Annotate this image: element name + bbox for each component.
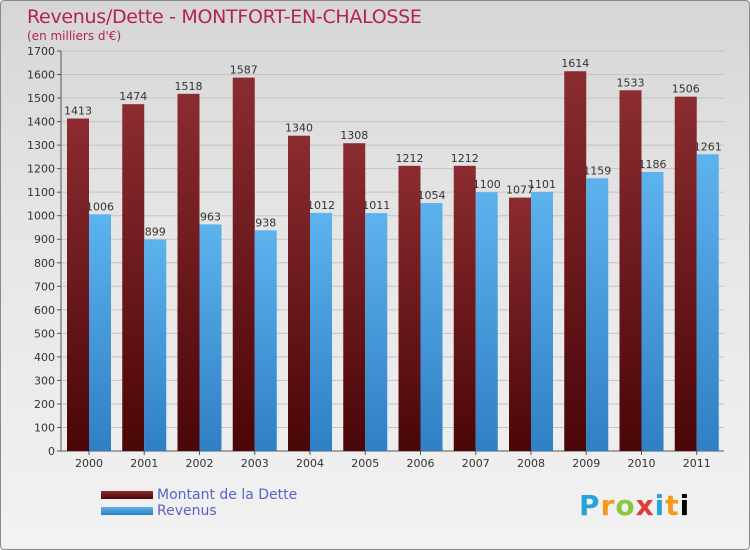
bar-dette bbox=[453, 165, 476, 451]
y-tick-label: 1300 bbox=[27, 139, 55, 152]
legend-swatch-dette bbox=[101, 491, 153, 499]
data-label: 1012 bbox=[307, 199, 335, 212]
x-tick-label: 2005 bbox=[351, 457, 379, 470]
bar-revenus bbox=[89, 214, 111, 451]
logo-letter: i bbox=[654, 489, 666, 522]
data-label: 1006 bbox=[86, 200, 114, 213]
y-tick-label: 700 bbox=[34, 280, 55, 293]
bar-revenus bbox=[586, 178, 609, 451]
bar-revenus bbox=[199, 224, 222, 451]
logo-letter: P bbox=[579, 489, 601, 522]
logo-letter: t bbox=[665, 489, 680, 522]
bar-dette bbox=[288, 135, 310, 452]
y-tick-label: 800 bbox=[34, 257, 55, 270]
bar-revenus bbox=[365, 213, 388, 451]
data-label: 1340 bbox=[285, 122, 313, 135]
logo-letter: r bbox=[600, 489, 616, 522]
data-label: 1054 bbox=[418, 189, 446, 202]
y-tick-label: 1200 bbox=[27, 163, 55, 176]
data-label: 1518 bbox=[175, 80, 203, 93]
bar-revenus bbox=[475, 192, 498, 452]
bar-revenus bbox=[310, 212, 332, 451]
data-label: 1077 bbox=[506, 184, 534, 197]
bar-dette bbox=[67, 118, 89, 451]
y-tick-label: 900 bbox=[34, 233, 55, 246]
data-label: 1506 bbox=[672, 83, 700, 96]
y-tick-label: 100 bbox=[34, 421, 55, 434]
x-tick-label: 2009 bbox=[572, 457, 600, 470]
y-tick-label: 300 bbox=[34, 374, 55, 387]
bar-revenus bbox=[254, 230, 277, 451]
y-tick-label: 1100 bbox=[27, 186, 55, 199]
y-tick-label: 1700 bbox=[27, 45, 55, 58]
y-tick-label: 1500 bbox=[27, 92, 55, 105]
data-label: 1614 bbox=[561, 57, 589, 70]
bar-revenus bbox=[531, 191, 553, 452]
bar-dette bbox=[177, 93, 200, 451]
legend-swatch-revenus bbox=[101, 507, 153, 515]
data-label: 1261 bbox=[694, 140, 722, 153]
x-tick-label: 2011 bbox=[683, 457, 711, 470]
bar-dette bbox=[122, 104, 145, 452]
bar-dette bbox=[232, 77, 255, 452]
bar-dette bbox=[398, 165, 421, 451]
legend-label-revenus: Revenus bbox=[157, 503, 217, 519]
data-label: 938 bbox=[255, 216, 276, 229]
data-label: 899 bbox=[145, 225, 166, 238]
y-tick-label: 0 bbox=[48, 445, 55, 458]
data-label: 1474 bbox=[119, 90, 147, 103]
logo-letter: o bbox=[615, 489, 636, 522]
bar-dette bbox=[343, 143, 366, 451]
data-label: 1587 bbox=[230, 64, 258, 77]
bar-dette bbox=[674, 96, 697, 451]
bar-revenus bbox=[641, 171, 664, 452]
bar-revenus bbox=[696, 154, 719, 451]
x-tick-label: 2003 bbox=[241, 457, 269, 470]
data-label: 1186 bbox=[639, 158, 667, 171]
x-tick-label: 2004 bbox=[296, 457, 324, 470]
data-label: 1308 bbox=[340, 129, 368, 142]
x-tick-label: 2010 bbox=[628, 457, 656, 470]
chart-title: Revenus/Dette - MONTFORT-EN-CHALOSSE bbox=[27, 6, 422, 28]
logo-letter: i bbox=[679, 489, 691, 522]
y-tick-label: 500 bbox=[34, 327, 55, 340]
data-label: 963 bbox=[200, 210, 221, 223]
logo-letter: x bbox=[635, 489, 655, 522]
bar-dette bbox=[509, 197, 531, 451]
legend-label-dette: Montant de la Dette bbox=[157, 487, 298, 503]
x-tick-label: 2006 bbox=[407, 457, 435, 470]
y-tick-label: 1000 bbox=[27, 210, 55, 223]
data-label: 1533 bbox=[617, 76, 645, 89]
x-tick-label: 2000 bbox=[75, 457, 103, 470]
legend: Montant de la Dette Revenus bbox=[101, 487, 297, 519]
y-tick-label: 200 bbox=[34, 398, 55, 411]
y-tick-label: 1400 bbox=[27, 116, 55, 129]
legend-item-dette: Montant de la Dette bbox=[101, 487, 297, 503]
bar-dette bbox=[619, 90, 642, 451]
data-label: 1011 bbox=[362, 199, 390, 212]
proxiti-logo[interactable]: Proxiti bbox=[579, 489, 690, 522]
x-tick-label: 2002 bbox=[186, 457, 214, 470]
data-label: 1413 bbox=[64, 105, 92, 118]
data-label: 1101 bbox=[528, 178, 556, 191]
x-tick-label: 2001 bbox=[130, 457, 158, 470]
x-tick-label: 2007 bbox=[462, 457, 490, 470]
data-label: 1159 bbox=[583, 164, 611, 177]
data-label: 1212 bbox=[451, 152, 479, 165]
bar-revenus bbox=[420, 203, 443, 451]
y-tick-label: 1600 bbox=[27, 69, 55, 82]
x-tick-label: 2008 bbox=[517, 457, 545, 470]
legend-item-revenus: Revenus bbox=[101, 503, 297, 519]
bar-dette bbox=[564, 71, 587, 451]
chart-subtitle: (en milliers d'€) bbox=[27, 29, 122, 43]
y-tick-label: 400 bbox=[34, 351, 55, 364]
y-tick-label: 600 bbox=[34, 304, 55, 317]
bar-revenus bbox=[144, 239, 167, 451]
data-label: 1212 bbox=[396, 152, 424, 165]
data-label: 1100 bbox=[473, 178, 501, 191]
